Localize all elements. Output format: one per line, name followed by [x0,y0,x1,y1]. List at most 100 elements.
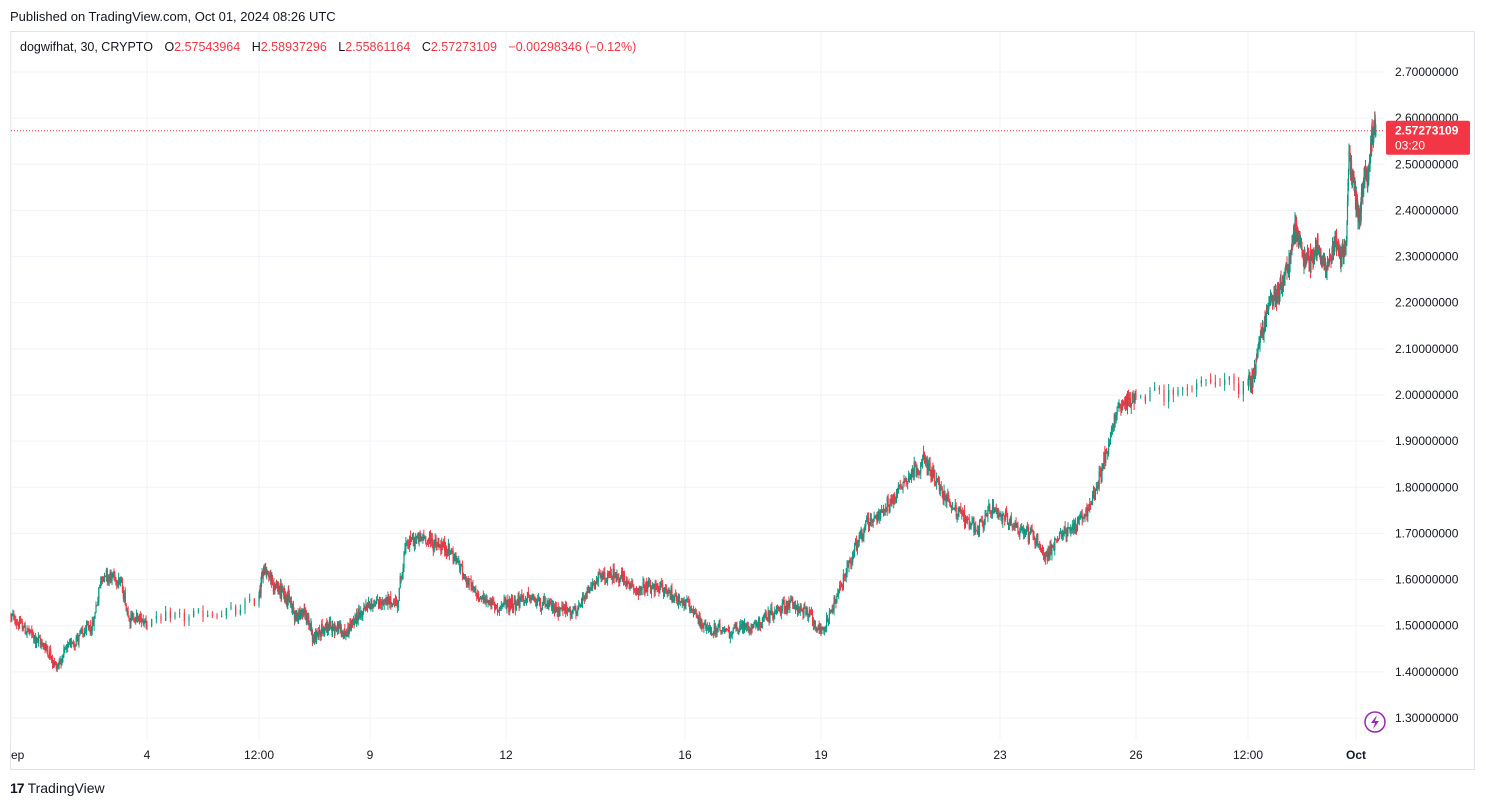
candle-body [121,580,124,592]
time-tick-label: 9 [367,748,374,762]
candle-body [343,629,345,638]
candle-body [1269,297,1272,304]
candle-body [920,462,922,473]
replay-icon[interactable] [1364,711,1386,733]
legend-high-value: 2.58937296 [260,40,327,54]
candle-body [370,602,372,610]
candle-body [782,600,784,603]
price-tick-label: 2.30000000 [1395,250,1459,264]
candle-body [358,608,360,616]
candle-body [746,623,748,626]
candle-body [1275,289,1277,292]
candle-body [1262,326,1264,334]
candle-body [725,628,728,630]
candle-body [117,584,119,587]
candle-body [543,596,545,601]
candle-body [258,593,261,596]
candle-body [780,610,782,615]
candle-body [1289,257,1291,273]
candle-body [416,535,418,538]
candle-body [1316,248,1318,260]
candle-body [1040,548,1043,551]
candle-body [363,608,365,612]
candle-body [456,561,458,563]
candle-body [708,627,710,630]
candle-body [524,600,527,602]
candle-body [700,620,702,627]
candle-body [1274,289,1277,300]
candle-body [735,625,737,628]
candle-body [1238,383,1240,395]
tradingview-logo[interactable]: 17 TradingView [10,780,105,796]
candle-body [268,574,270,578]
candle-body [646,581,648,592]
price-axis[interactable]: 2.700000002.600000002.500000002.40000000… [1395,65,1459,725]
candle-body [991,504,994,514]
candle-body [775,611,777,614]
candle-body [330,621,332,627]
candle-body [941,488,943,494]
candle-body [290,600,292,602]
candle-body [321,623,323,633]
candle-body [1284,267,1287,274]
candle-body [630,586,632,589]
candle-body [1029,533,1031,535]
candle-body [713,623,715,633]
candle-body [406,541,408,544]
candle-body [100,581,102,585]
candle-body [1144,395,1146,401]
candle-body [1172,389,1174,396]
candle-body [771,607,773,615]
candle-body [621,571,624,582]
candle-body [447,543,449,552]
candle-body [260,575,263,582]
candle-body [781,602,783,611]
candle-body [288,589,290,595]
candle-body [1021,526,1023,531]
candle-body [330,626,333,628]
time-axis[interactable]: ep 4 12:00 9 12 16 19 23 26 12:00 Oct [11,748,1366,762]
candle-body [413,537,415,547]
candle-body [132,616,134,619]
candle-body [1096,486,1098,489]
candle-body [1353,174,1355,185]
candle-body [1099,471,1101,474]
candle-body [308,616,310,626]
candle-body [49,649,51,659]
candle-body [524,600,526,602]
candle-body [1282,275,1284,285]
candle-body [1290,253,1292,259]
candle-body [833,598,835,610]
candle-body [11,614,13,617]
candle-body [969,526,971,529]
candle-body [849,561,851,563]
candle-body [80,630,82,632]
candle-body [737,627,739,634]
candle-body [1074,521,1077,531]
candle-body [1134,394,1136,404]
candle-body [19,620,22,623]
candle-body [701,620,703,628]
candle-body [588,589,590,593]
candle-body [1254,366,1256,373]
candle-body [751,624,753,629]
candle-body [897,486,899,493]
candle-body [666,590,668,594]
candle-body [699,616,701,627]
candle-body [934,469,936,486]
candle-body [550,600,552,603]
candle-body [654,583,656,592]
candle-body [1343,252,1345,260]
candle-body [933,469,935,477]
candle-body [267,570,269,574]
candle-body [911,469,913,472]
candle-body [876,514,878,523]
candle-body [932,469,934,477]
candle-body [1168,389,1170,402]
candle-body [966,518,968,522]
candle-body [763,616,765,618]
candle-body [1123,402,1125,405]
candle-body [415,537,417,544]
candle-body [670,588,672,597]
